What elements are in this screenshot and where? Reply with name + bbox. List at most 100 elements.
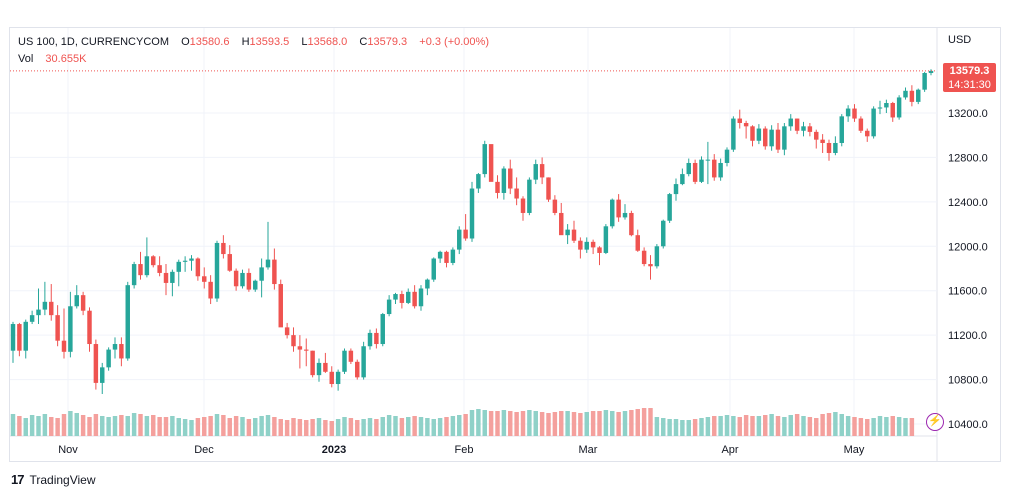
candle-body	[208, 281, 213, 299]
volume-bar	[826, 413, 832, 436]
candle-body	[227, 254, 232, 271]
candle-body	[182, 260, 188, 262]
candle-body	[858, 118, 864, 131]
volume-bar	[909, 418, 915, 436]
candle-body	[399, 294, 405, 303]
volume-bar	[820, 414, 825, 436]
volume-bar	[469, 410, 475, 436]
volume-bar	[386, 415, 392, 436]
y-tick-label: 13200.0	[948, 108, 988, 120]
candle-body	[23, 321, 28, 351]
y-tick-label: 12400.0	[948, 197, 988, 209]
candle-body	[202, 276, 207, 282]
volume-bar	[304, 420, 309, 436]
candle-body	[807, 126, 813, 132]
candle-body	[253, 280, 258, 290]
candle-body	[871, 108, 876, 137]
x-tick-label: Feb	[455, 444, 474, 456]
volume-bar	[495, 411, 500, 436]
volume-bar	[463, 414, 468, 436]
candle-body	[367, 332, 373, 347]
volume-bar	[488, 411, 494, 436]
candle-body	[718, 162, 723, 178]
candle-body	[36, 309, 41, 316]
candle-body	[610, 199, 615, 227]
candle-body	[794, 118, 800, 131]
candle-body	[233, 270, 239, 287]
candle-body	[546, 177, 551, 200]
candle-body	[246, 272, 252, 290]
candle-body	[852, 108, 857, 119]
symbol-label[interactable]: US 100, 1D, CURRENCYCOM	[18, 36, 169, 48]
candle-body	[648, 264, 653, 267]
volume-bar	[17, 416, 22, 436]
volume-bar	[533, 411, 538, 436]
volume-bar	[686, 420, 691, 436]
currency-label[interactable]: USD	[948, 34, 972, 46]
x-tick-label: Nov	[58, 444, 78, 456]
high-label: H	[241, 36, 250, 48]
y-tick-label: 11200.0	[948, 330, 987, 342]
volume-bar	[87, 417, 92, 436]
candle-body	[74, 295, 79, 307]
tradingview-logo-icon: 17	[11, 472, 25, 487]
volume-bar	[858, 418, 864, 436]
volume-bar	[151, 415, 156, 436]
volume-bar	[284, 420, 290, 436]
candle-body	[488, 144, 494, 182]
candle-body	[100, 367, 105, 383]
candle-body	[170, 271, 175, 283]
candle-body	[450, 249, 456, 263]
volume-bar	[584, 412, 589, 436]
volume-bar	[227, 418, 232, 436]
volume-bar	[259, 416, 264, 436]
volume-bar	[520, 411, 526, 436]
volume-bar	[355, 420, 360, 436]
last-price-tag: 13579.3 14:31:30	[943, 63, 996, 92]
legend-volume: Vol 30.655K	[18, 53, 86, 65]
candle-body	[93, 344, 99, 383]
volume-bar	[610, 411, 615, 436]
candle-body	[323, 362, 328, 372]
volume-bar	[10, 414, 16, 436]
volume-bar	[189, 420, 194, 436]
candle-body	[865, 130, 870, 137]
candle-body	[284, 327, 290, 336]
lightning-icon[interactable]: ⚡	[926, 413, 944, 431]
volume-bar	[131, 413, 137, 436]
candle-body	[297, 346, 303, 350]
candle-body	[42, 301, 48, 310]
y-tick-label: 10400.0	[948, 419, 988, 431]
volume-bar	[833, 412, 838, 436]
volume-bar	[246, 419, 252, 436]
x-tick-label: Mar	[579, 444, 598, 456]
candle-body	[106, 349, 111, 368]
candle-body	[903, 90, 908, 98]
volume-bar	[896, 417, 902, 436]
volume-bar	[763, 415, 768, 436]
candle-body	[590, 241, 596, 248]
candle-body	[240, 272, 245, 287]
volume-bar	[138, 414, 143, 436]
footer-branding[interactable]: 17 TradingView	[11, 472, 96, 487]
candle-body	[826, 142, 832, 153]
volume-label[interactable]: Vol	[18, 53, 34, 65]
candle-body	[584, 241, 589, 250]
bar-countdown: 14:31:30	[948, 79, 991, 91]
candle-body	[845, 108, 851, 117]
low-label: L	[301, 36, 308, 48]
brand-name: TradingView	[29, 472, 96, 487]
volume-bar	[240, 417, 245, 436]
volume-bar	[374, 419, 379, 436]
candle-body	[686, 162, 691, 175]
volume-bar	[361, 419, 366, 436]
change-value: +0.3 (+0.00%)	[419, 36, 489, 48]
candle-body	[527, 179, 532, 213]
candle-body	[705, 159, 711, 161]
volume-bar	[380, 417, 385, 436]
volume-bar	[482, 410, 487, 436]
x-tick-label: May	[844, 444, 865, 456]
candle-body	[495, 181, 500, 193]
volume-bar	[278, 419, 283, 436]
